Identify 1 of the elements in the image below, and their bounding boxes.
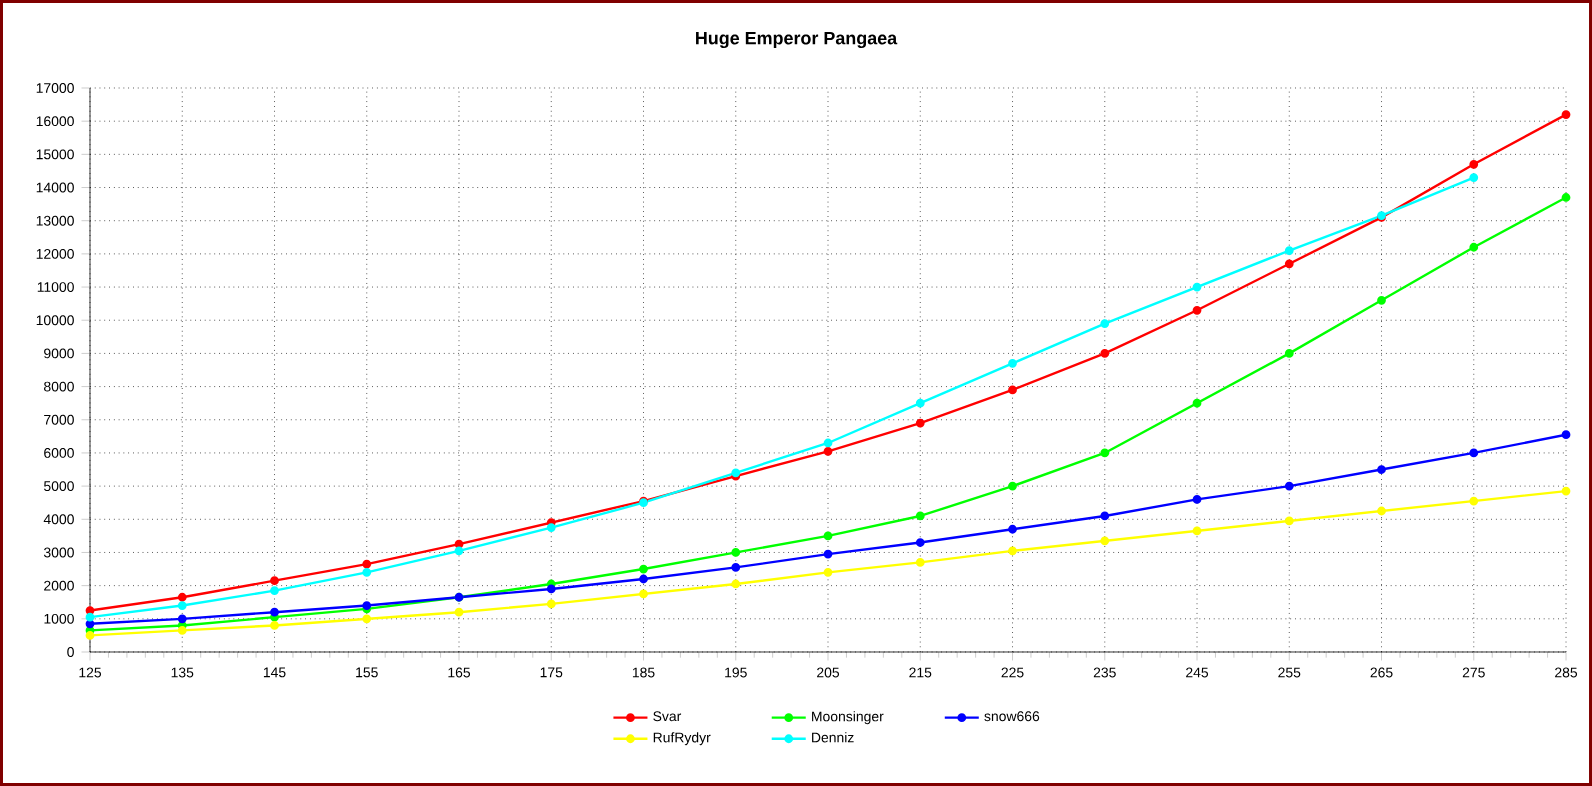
chart-title: Huge Emperor Pangaea bbox=[696, 31, 898, 49]
